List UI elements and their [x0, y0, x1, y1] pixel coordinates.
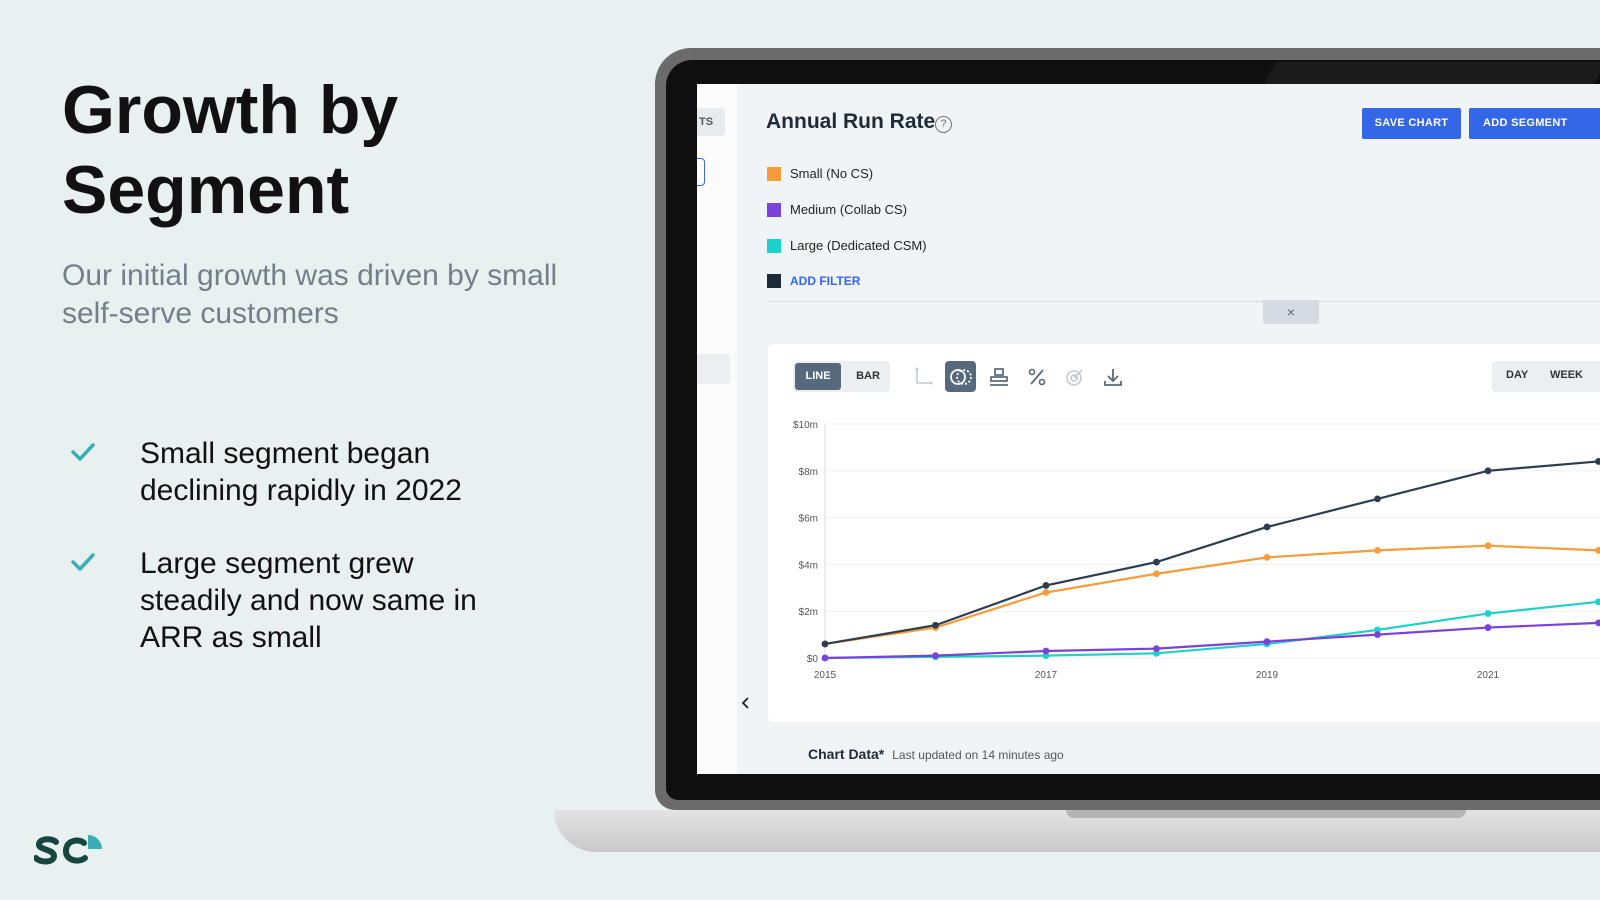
data-point: [1153, 649, 1160, 657]
data-point: [1484, 542, 1492, 550]
slide-title: Growth by Segment: [62, 72, 399, 228]
data-point: [1374, 546, 1381, 554]
data-point: [1484, 610, 1492, 617]
check-icon: [70, 435, 140, 468]
chart-data-heading: Chart Data* Last updated on 14 minutes ag…: [808, 746, 1064, 762]
chevron-left-icon[interactable]: [741, 696, 751, 712]
add-segment-label: ADD SEGMENT: [1483, 117, 1568, 129]
series-line: [824, 460, 1599, 646]
y-tick-label: $0: [807, 654, 819, 665]
line-chart-button[interactable]: LINE: [795, 363, 841, 390]
y-tick-label: $4m: [799, 560, 818, 571]
check-icon: [70, 545, 140, 578]
slide-subtitle: Our initial growth was driven by small s…: [62, 259, 558, 330]
data-point: [1374, 495, 1381, 503]
data-point: [1042, 652, 1050, 660]
question-circle-icon[interactable]: ?: [935, 116, 952, 133]
data-point: [821, 640, 829, 648]
app-screen: TS Annual Run Rate ? SAVE CHART ADD SEGM…: [697, 84, 1600, 774]
bullet-text: Small segment began declining rapidly in…: [140, 437, 462, 507]
data-point: [1595, 598, 1600, 606]
chart-data-title: Chart Data*: [808, 746, 885, 762]
data-point: [1042, 582, 1050, 589]
period-toggle: DAY WEEK: [1492, 361, 1600, 392]
data-point: [1484, 467, 1492, 475]
data-point: [1484, 624, 1492, 631]
company-logo: [33, 832, 106, 868]
bullet-item: Small segment began declining rapidly in…: [70, 435, 550, 509]
axis-icon[interactable]: [907, 361, 938, 392]
y-tick-label: $6m: [799, 514, 818, 525]
sidebar: TS: [697, 84, 737, 774]
y-tick-label: $8m: [799, 467, 818, 478]
bullet-text: Large segment grew steadily and now same…: [140, 547, 477, 654]
chart-panel: Annual Run Rate ? SAVE CHART ADD SEGMENT…: [737, 84, 1600, 774]
data-point: [1595, 619, 1600, 627]
add-segment-button[interactable]: ADD SEGMENT: [1469, 108, 1600, 139]
x-tick-label: 2015: [814, 670, 837, 681]
legend-item[interactable]: Large (Dedicated CSM): [767, 238, 927, 253]
add-filter-label: ADD FILTER: [790, 274, 861, 288]
arr-line-chart: $0 $2m $4m $6m $8m $10m 2015 2017 2019 2021: [793, 420, 1600, 681]
legend-swatch: [767, 238, 781, 253]
sidebar-tab[interactable]: TS: [697, 108, 725, 136]
data-point: [1595, 546, 1600, 554]
data-point: [1374, 631, 1381, 638]
close-icon[interactable]: ×: [1263, 300, 1319, 324]
stack-icon[interactable]: [983, 361, 1014, 392]
legend-swatch: [767, 274, 781, 288]
data-point: [1042, 647, 1050, 655]
y-tick-label: $10m: [793, 420, 818, 431]
chart-type-toggle: LINE BAR: [793, 361, 890, 392]
chart-data-updated: Last updated on 14 minutes ago: [892, 748, 1064, 762]
laptop-notch: [1066, 810, 1466, 818]
legend-label: Small (No CS): [790, 166, 874, 181]
y-tick-label: $2m: [799, 607, 818, 618]
legend-swatch: [767, 166, 781, 181]
bar-chart-button[interactable]: BAR: [856, 370, 880, 382]
data-point: [1153, 570, 1160, 578]
legend-label: Medium (Collab CS): [790, 202, 908, 217]
download-icon[interactable]: [1097, 361, 1128, 392]
x-tick-label: 2019: [1256, 670, 1279, 681]
data-point: [932, 652, 939, 660]
divider: [768, 301, 1600, 302]
legend-item[interactable]: Small (No CS): [767, 166, 873, 181]
data-point: [1263, 638, 1271, 646]
data-point: [821, 654, 829, 662]
series-line: [824, 621, 1599, 660]
legend-swatch: [767, 202, 781, 217]
sidebar-item-active[interactable]: [697, 354, 730, 384]
data-point: [1374, 626, 1381, 634]
x-tick-label: 2017: [1035, 670, 1058, 681]
series-line: [824, 544, 1599, 646]
data-point: [1263, 553, 1271, 561]
screen-glare: [1264, 62, 1600, 84]
x-tick-label: 2021: [1477, 670, 1500, 681]
data-point: [1153, 645, 1160, 653]
legend-item[interactable]: Medium (Collab CS): [767, 202, 907, 217]
compare-icon[interactable]: [945, 361, 976, 392]
bullet-list: Small segment began declining rapidly in…: [70, 435, 550, 692]
period-week-button[interactable]: WEEK: [1550, 369, 1583, 381]
legend-label: Large (Dedicated CSM): [790, 238, 927, 253]
sidebar-input[interactable]: [697, 158, 705, 186]
chart-title: Annual Run Rate: [766, 110, 936, 133]
data-point: [1595, 458, 1600, 465]
data-point: [1042, 589, 1050, 596]
series-line: [824, 600, 1599, 660]
data-point: [1153, 558, 1160, 566]
data-point: [1263, 523, 1271, 531]
add-filter-button[interactable]: ADD FILTER: [767, 274, 860, 288]
percent-icon[interactable]: [1021, 361, 1052, 392]
period-day-button[interactable]: DAY: [1506, 369, 1529, 381]
data-point: [932, 621, 939, 629]
target-icon[interactable]: [1059, 361, 1090, 392]
chart-card: LINE BAR DAY WEEK: [768, 344, 1600, 722]
bullet-item: Large segment grew steadily and now same…: [70, 545, 550, 656]
save-chart-button[interactable]: SAVE CHART: [1362, 108, 1461, 139]
